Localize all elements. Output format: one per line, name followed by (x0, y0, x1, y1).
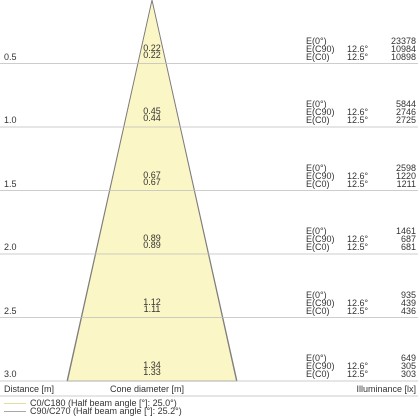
illuminance-value-e0: 2598 (395, 162, 416, 173)
beam-angle-c0: 12.5° (347, 305, 369, 316)
cone-diameter-label: 0.22 (143, 49, 161, 60)
beam-angle-c90: 12.6° (347, 43, 369, 54)
cone-diameter-label: 0.22 (143, 42, 161, 53)
distance-label: 1.0 (4, 115, 17, 125)
illuminance-value-c90: 1220 (395, 170, 416, 181)
illuminance-label-c90: E(C90) (306, 43, 335, 54)
illuminance-label-c90: E(C90) (306, 107, 335, 117)
illuminance-label-c0: E(C0) (306, 178, 330, 189)
illuminance-label-c0: E(C0) (306, 115, 330, 125)
cone-diameter-label: 1.11 (143, 303, 161, 314)
legend-swatch-c0-c180 (4, 403, 26, 404)
legend-swatch-c90-c270 (4, 411, 26, 412)
beam-angle-c0: 12.5° (347, 115, 369, 125)
distance-label: 0.5 (4, 51, 17, 62)
illuminance-label-c90: E(C90) (306, 170, 335, 181)
illuminance-label-c0: E(C0) (306, 51, 330, 62)
beam-angle-c90: 12.6° (347, 170, 369, 181)
beam-angle-c0: 12.5° (347, 242, 369, 252)
illuminance-value-c90: 439 (400, 297, 416, 308)
cone-diameter-label: 0.67 (143, 176, 161, 187)
illuminance-label-c0: E(C0) (306, 242, 330, 252)
illuminance-label-c90: E(C90) (306, 234, 335, 244)
cone-diameter-label: 1.12 (143, 296, 161, 307)
illuminance-value-e0: 5844 (395, 99, 416, 109)
illuminance-value-c90: 10984 (390, 43, 416, 54)
illuminance-label-e0: E(0°) (306, 99, 327, 109)
beam-angle-c0: 12.5° (347, 369, 369, 379)
illuminance-label-c90: E(C90) (306, 361, 335, 371)
beam-angle-c90: 12.6° (347, 361, 369, 371)
illuminance-value-c90: 305 (400, 361, 416, 371)
illuminance-value-c0: 436 (400, 305, 416, 316)
illuminance-label-c0: E(C0) (306, 369, 330, 379)
illuminance-label-e0: E(0°) (306, 162, 327, 173)
illuminance-label-e0: E(0°) (306, 353, 327, 363)
illuminance-value-e0: 1461 (395, 226, 416, 236)
illuminance-value-c0: 681 (400, 242, 416, 252)
beam-angle-c0: 12.5° (347, 178, 369, 189)
illuminance-label-e0: E(0°) (306, 226, 327, 236)
distance-label: 2.5 (4, 305, 17, 316)
cone-diameter-label: 0.89 (143, 233, 161, 243)
illuminance-value-c90: 687 (400, 234, 416, 244)
cone-diameter-label: 0.45 (143, 106, 161, 116)
illuminance-value-e0: 935 (400, 289, 416, 300)
cone-diameter-label: 0.44 (143, 113, 161, 123)
legend-label-c90-c270: C90/C270 (Half beam angle [°]: 25.2°) (30, 406, 182, 416)
legend-label-c0-c180: C0/C180 (Half beam angle [°]: 25.0°) (30, 398, 177, 408)
illuminance-axis-label: Illuminance [lx] (356, 384, 416, 394)
beam-angle-c90: 12.6° (347, 234, 369, 244)
cone-diameter-label: 0.89 (143, 240, 161, 250)
illuminance-label-c90: E(C90) (306, 297, 335, 308)
cone-diameter-label: 0.67 (143, 169, 161, 180)
illuminance-value-c0: 1211 (396, 178, 416, 189)
illuminance-value-e0: 649 (400, 353, 416, 363)
illuminance-value-c0: 303 (400, 369, 416, 379)
distance-label: 2.0 (4, 242, 17, 252)
illuminance-value-e0: 23378 (390, 35, 416, 46)
distance-axis-label: Distance [m] (4, 384, 55, 394)
cone-diameter-label: 1.33 (143, 367, 161, 377)
illuminance-value-c0: 2725 (395, 115, 416, 125)
illuminance-label-e0: E(0°) (306, 35, 327, 46)
beam-angle-c90: 12.6° (347, 297, 369, 308)
cone-diameter-label: 1.34 (143, 360, 161, 370)
illuminance-value-c0: 10898 (390, 51, 416, 62)
distance-label: 3.0 (4, 369, 17, 379)
beam-angle-c90: 12.6° (347, 107, 369, 117)
illuminance-label-c0: E(C0) (306, 305, 330, 316)
illuminance-label-e0: E(0°) (306, 289, 327, 300)
cone-diameter-axis-label: Cone diameter [m] (110, 384, 185, 394)
illuminance-value-c90: 2746 (395, 107, 416, 117)
distance-label: 1.5 (4, 178, 17, 189)
beam-angle-c0: 12.5° (347, 51, 369, 62)
